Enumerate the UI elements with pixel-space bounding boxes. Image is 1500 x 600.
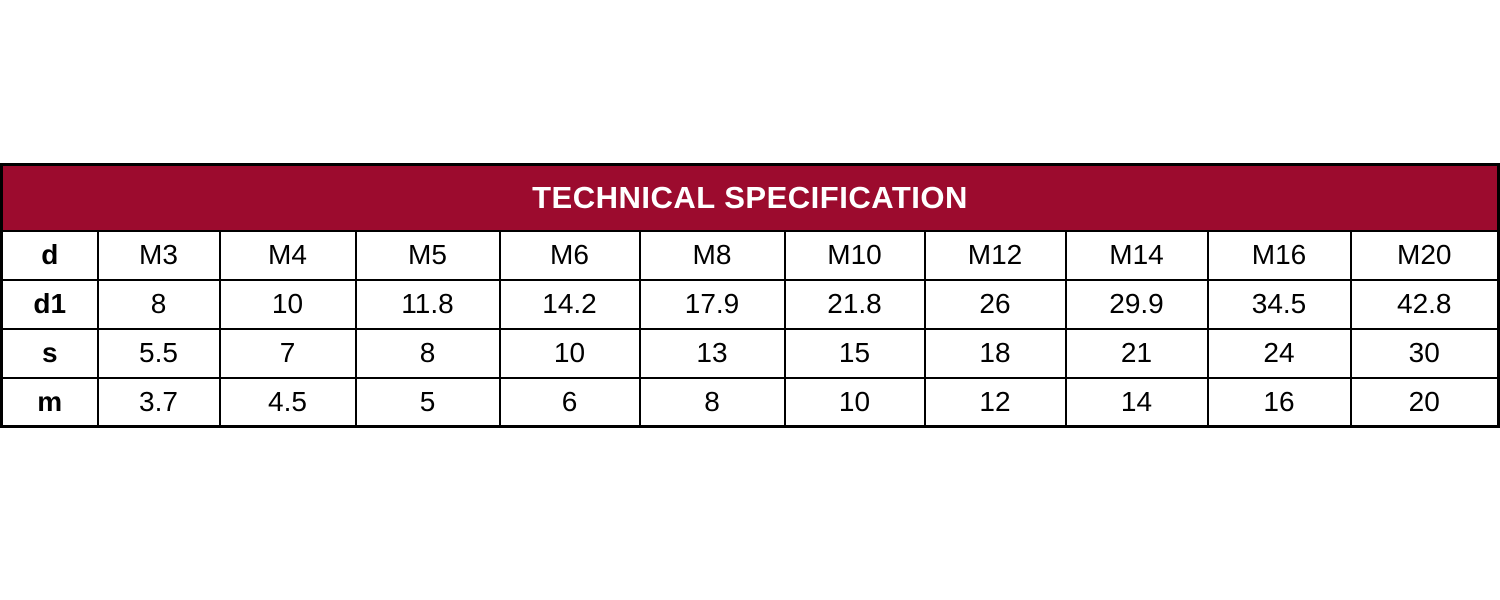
table-cell: 11.8	[354, 278, 501, 330]
table-cell: 18	[923, 327, 1067, 379]
table-cell: 42.8	[1349, 278, 1500, 330]
table-cell: 20	[1349, 376, 1500, 428]
row-header-m: m	[0, 376, 99, 428]
table-cell: 5	[354, 376, 501, 428]
table-cell: 17.9	[638, 278, 786, 330]
table-cell: M12	[923, 229, 1067, 281]
table-cell: 3.7	[96, 376, 221, 428]
table-cell: M5	[354, 229, 501, 281]
row-header-s: s	[0, 327, 99, 379]
table-cell: 30	[1349, 327, 1500, 379]
table-cell: 14	[1064, 376, 1209, 428]
table-row-m: m 3.7 4.5 5 6 8 10 12 14 16 20	[0, 376, 1500, 428]
table-cell: 21.8	[783, 278, 926, 330]
table-cell: 7	[218, 327, 357, 379]
table-cell: 10	[498, 327, 641, 379]
table-title: TECHNICAL SPECIFICATION	[0, 163, 1500, 232]
table-cell: M3	[96, 229, 221, 281]
table-cell: 13	[638, 327, 786, 379]
technical-specification-table: TECHNICAL SPECIFICATION d M3 M4 M5 M6 M8…	[0, 163, 1500, 428]
table-cell: 29.9	[1064, 278, 1209, 330]
table-cell: 10	[783, 376, 926, 428]
table-cell: M4	[218, 229, 357, 281]
title-row: TECHNICAL SPECIFICATION	[0, 163, 1500, 232]
table-cell: 4.5	[218, 376, 357, 428]
table-row-s: s 5.5 7 8 10 13 15 18 21 24 30	[0, 327, 1500, 379]
table-cell: 24	[1206, 327, 1352, 379]
table-cell: M14	[1064, 229, 1209, 281]
table-cell: M8	[638, 229, 786, 281]
table-cell: 26	[923, 278, 1067, 330]
row-header-d1: d1	[0, 278, 99, 330]
table-cell: M6	[498, 229, 641, 281]
table-cell: 16	[1206, 376, 1352, 428]
table-cell: M10	[783, 229, 926, 281]
table-cell: 21	[1064, 327, 1209, 379]
table-cell: 8	[96, 278, 221, 330]
table-row-d: d M3 M4 M5 M6 M8 M10 M12 M14 M16 M20	[0, 229, 1500, 281]
table-cell: 14.2	[498, 278, 641, 330]
table-cell: 15	[783, 327, 926, 379]
table-cell: M20	[1349, 229, 1500, 281]
table-cell: 12	[923, 376, 1067, 428]
table-cell: 8	[354, 327, 501, 379]
table-cell: 10	[218, 278, 357, 330]
table-cell: 8	[638, 376, 786, 428]
table-cell: 5.5	[96, 327, 221, 379]
table-row-d1: d1 8 10 11.8 14.2 17.9 21.8 26 29.9 34.5…	[0, 278, 1500, 330]
row-header-d: d	[0, 229, 99, 281]
table-cell: 6	[498, 376, 641, 428]
table-cell: 34.5	[1206, 278, 1352, 330]
table-cell: M16	[1206, 229, 1352, 281]
